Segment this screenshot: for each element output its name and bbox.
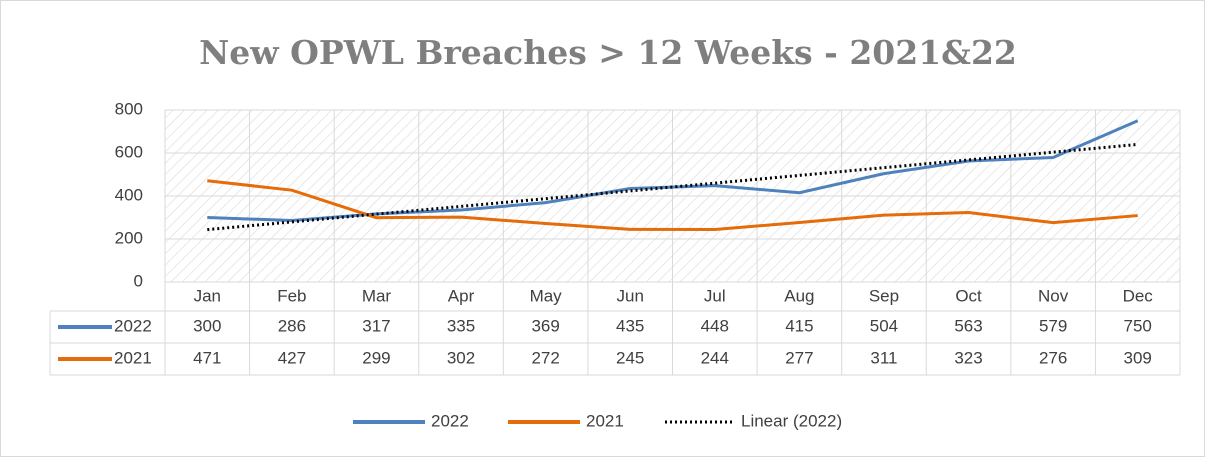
legend-label: 2021 (586, 411, 624, 430)
y-tick-label: 0 (134, 271, 143, 290)
table-value: 309 (1124, 348, 1152, 367)
table-value: 244 (701, 348, 729, 367)
table-value: 300 (193, 316, 221, 335)
table-value: 299 (362, 348, 390, 367)
table-value: 427 (278, 348, 306, 367)
table-value: 335 (447, 316, 475, 335)
x-tick-label: Sep (869, 286, 899, 305)
chart-title: New OPWL Breaches > 12 Weeks - 2021&22 (199, 33, 1017, 72)
trendline (207, 142, 1138, 232)
x-tick-label: Apr (448, 286, 475, 305)
x-tick-label: Jun (616, 286, 643, 305)
x-tick-label: Mar (362, 286, 392, 305)
legend-label: 2022 (431, 411, 469, 430)
table-value: 504 (870, 316, 898, 335)
y-tick-label: 600 (115, 142, 143, 161)
table-value: 369 (531, 316, 559, 335)
x-tick-label: Oct (955, 286, 982, 305)
table-value: 750 (1124, 316, 1152, 335)
y-tick-label: 400 (115, 185, 143, 204)
table-value: 302 (447, 348, 475, 367)
table-value: 272 (531, 348, 559, 367)
table-value: 471 (193, 348, 221, 367)
table-value: 323 (954, 348, 982, 367)
table-value: 276 (1039, 348, 1067, 367)
table-value: 579 (1039, 316, 1067, 335)
table-series-name: 2022 (114, 316, 152, 335)
legend-label: Linear (2022) (741, 411, 842, 430)
y-tick-label: 800 (115, 99, 143, 118)
table-series-name: 2021 (114, 348, 152, 367)
table-value: 435 (616, 316, 644, 335)
x-tick-label: Nov (1038, 286, 1069, 305)
table-value: 311 (870, 348, 897, 367)
table-value: 415 (785, 316, 813, 335)
x-tick-label: May (530, 286, 563, 305)
table-value: 448 (701, 316, 729, 335)
x-tick-label: Jul (704, 286, 726, 305)
table-value: 245 (616, 348, 644, 367)
line-series (207, 179, 1138, 232)
x-tick-label: Aug (784, 286, 814, 305)
table-value: 317 (362, 316, 390, 335)
y-tick-label: 200 (115, 228, 143, 247)
x-tick-label: Jan (194, 286, 221, 305)
table-value: 277 (785, 348, 813, 367)
x-tick-label: Dec (1123, 286, 1154, 305)
x-tick-label: Feb (277, 286, 306, 305)
table-value: 563 (954, 316, 982, 335)
table-value: 286 (278, 316, 306, 335)
